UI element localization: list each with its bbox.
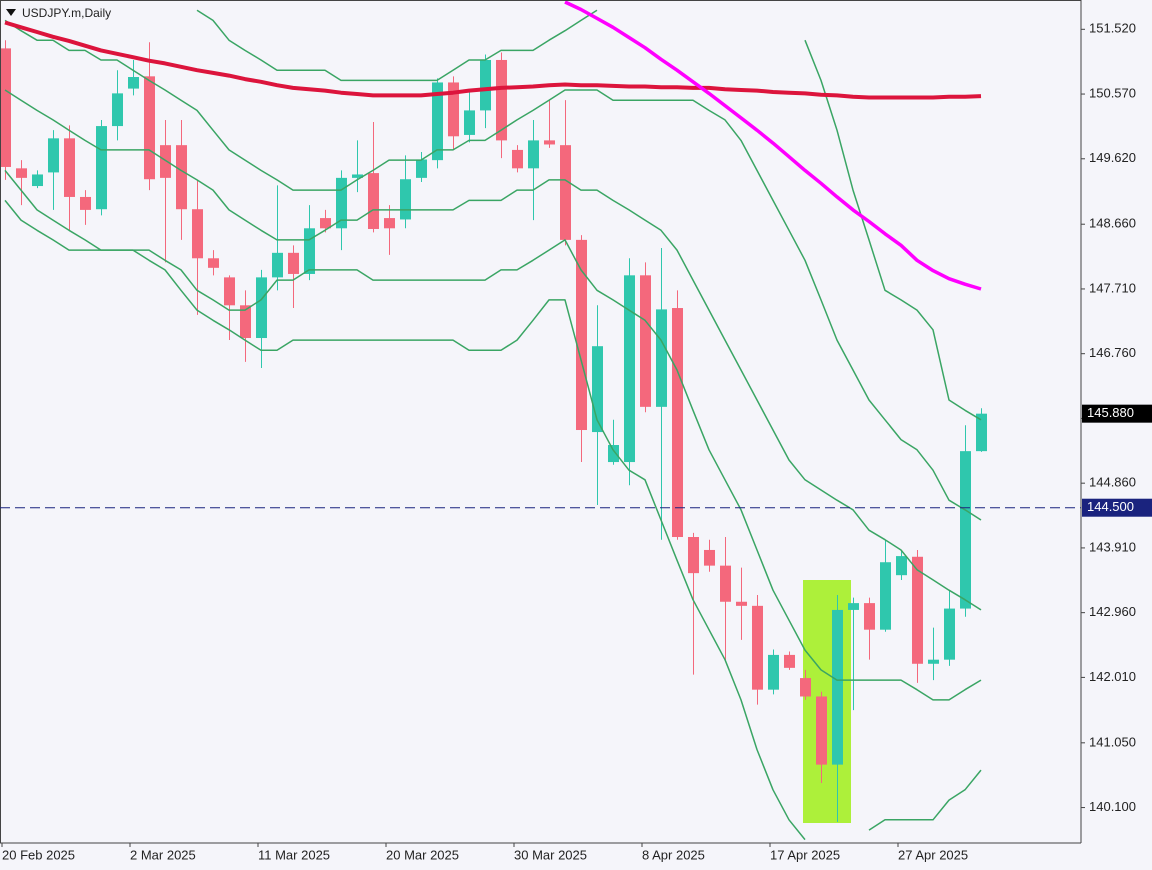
candle-body	[640, 275, 651, 407]
x-tick-label: 8 Apr 2025	[642, 847, 705, 862]
y-tick-label: 142.010	[1089, 669, 1136, 684]
indicator-line	[4, 89, 982, 611]
level-label-box	[1082, 498, 1152, 517]
x-tick-label: 20 Mar 2025	[386, 847, 459, 862]
x-tick-label: 20 Feb 2025	[2, 847, 75, 862]
candle-body	[400, 179, 411, 220]
candle-body	[912, 556, 923, 664]
candle-body	[592, 346, 603, 433]
candle-body	[448, 82, 459, 137]
candle-body	[48, 138, 59, 173]
candle-body	[336, 177, 347, 229]
candle-body	[752, 605, 763, 690]
candle-body	[112, 93, 123, 127]
y-tick-label: 147.710	[1089, 280, 1136, 295]
candle-body	[384, 218, 395, 229]
candle-body	[704, 549, 715, 566]
x-tick-label: 17 Apr 2025	[770, 847, 840, 862]
candle-body	[880, 562, 891, 630]
candle-body	[512, 149, 523, 169]
candle-body	[960, 451, 971, 609]
candle-body	[544, 140, 555, 145]
current-price-label: 145.880	[1087, 405, 1134, 420]
indicator-line	[4, 199, 982, 841]
candle-body	[736, 601, 747, 606]
candle-body	[784, 654, 795, 668]
candle-body	[896, 556, 907, 576]
candle-body	[832, 609, 843, 765]
y-tick-label: 143.910	[1089, 539, 1136, 554]
indicator-line	[4, 19, 982, 521]
candle-body	[864, 603, 875, 630]
candle-body	[768, 654, 779, 690]
candle-body	[560, 145, 571, 240]
y-tick-label: 146.760	[1089, 345, 1136, 360]
y-tick-label: 144.860	[1089, 475, 1136, 490]
candle-body	[480, 59, 491, 111]
candle-body	[288, 252, 299, 274]
candle-body	[176, 145, 187, 210]
candle-body	[304, 228, 315, 274]
candle-body	[64, 138, 75, 197]
candle-body	[416, 159, 427, 178]
indicator-line	[4, 20, 982, 100]
candle-body	[160, 145, 171, 178]
candle-body	[944, 608, 955, 660]
candle-body	[96, 126, 107, 210]
candle-body	[688, 537, 699, 574]
level-label: 144.500	[1087, 499, 1134, 514]
candle-body	[608, 445, 619, 463]
candle-body	[208, 258, 219, 268]
candle-body	[192, 209, 203, 259]
candle-body	[272, 252, 283, 278]
indicator-line	[4, 169, 982, 701]
y-tick-label: 140.100	[1089, 799, 1136, 814]
y-tick-label: 150.570	[1089, 85, 1136, 100]
candle-body	[496, 59, 507, 141]
candle-body	[224, 277, 235, 306]
candle-body	[656, 309, 667, 407]
x-tick-label: 30 Mar 2025	[514, 847, 587, 862]
plot-area	[0, 0, 987, 841]
candle-body	[32, 174, 43, 187]
x-tick-label: 2 Mar 2025	[130, 847, 196, 862]
candle-body	[320, 218, 331, 229]
candle-body	[976, 413, 987, 452]
current-price-box	[1082, 404, 1152, 423]
candle-body	[144, 76, 155, 180]
candle-body	[0, 48, 11, 167]
y-tick-label: 149.620	[1089, 150, 1136, 165]
candle-body	[464, 110, 475, 135]
indicator-line	[564, 0, 982, 291]
candle-body	[624, 275, 635, 463]
candle-body	[576, 239, 587, 431]
candle-body	[928, 659, 939, 664]
y-tick-label: 142.960	[1089, 604, 1136, 619]
candle-body	[368, 173, 379, 229]
y-tick-label: 148.660	[1089, 216, 1136, 231]
candle-body	[800, 678, 811, 697]
candle-body	[240, 305, 251, 339]
candle-body	[432, 82, 443, 161]
y-tick-label: 151.520	[1089, 21, 1136, 36]
candle-body	[672, 308, 683, 538]
menu-triangle	[6, 9, 16, 16]
x-tick-label: 11 Mar 2025	[258, 847, 330, 862]
y-tick-label: 141.050	[1089, 734, 1136, 749]
candle-body	[16, 168, 27, 178]
candle-body	[816, 696, 827, 765]
candle-body	[256, 277, 267, 339]
indicator-line	[196, 9, 982, 421]
candle-body	[528, 140, 539, 169]
chart-title: USDJPY.m,Daily	[22, 6, 111, 20]
candle-body	[128, 77, 139, 89]
candle-body	[80, 196, 91, 210]
candle-body	[352, 174, 363, 178]
x-tick-label: 27 Apr 2025	[898, 847, 968, 862]
candle-body	[848, 603, 859, 610]
candle-body	[720, 565, 731, 602]
